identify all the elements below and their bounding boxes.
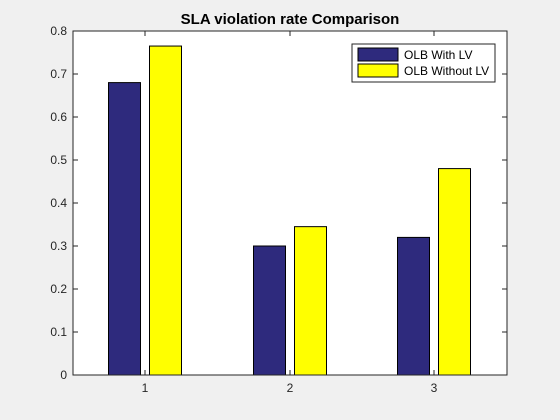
bar-olb-without-lv-3 — [438, 168, 471, 376]
y-tick-label: 0 — [60, 368, 67, 382]
x-tick-label: 2 — [287, 381, 294, 395]
y-tick-label: 0.2 — [50, 282, 67, 296]
y-tick-label: 0.4 — [50, 196, 67, 210]
x-axis: 1 2 3 — [142, 31, 438, 395]
y-axis: 0 0.1 0.2 0.3 0.4 0.5 0.6 0.7 0.8 — [50, 24, 507, 382]
y-tick-label: 0.8 — [50, 24, 67, 38]
chart-title: SLA violation rate Comparison — [181, 11, 400, 28]
bars-group — [108, 45, 471, 376]
y-tick-label: 0.3 — [50, 239, 67, 253]
bar-olb-without-lv-1 — [149, 45, 182, 376]
legend-swatch — [357, 47, 399, 62]
y-tick-label: 0.6 — [50, 110, 67, 124]
x-tick-label: 1 — [142, 381, 149, 395]
plot-area — [73, 31, 507, 375]
bar-olb-with-lv-1 — [108, 82, 141, 376]
y-tick-label: 0.1 — [50, 325, 67, 339]
bar-olb-with-lv-3 — [397, 236, 430, 376]
bar-olb-without-lv-2 — [294, 226, 327, 376]
legend-label: OLB Without LV — [404, 64, 489, 78]
y-tick-label: 0.5 — [50, 153, 67, 167]
x-tick-label: 3 — [431, 381, 438, 395]
legend: OLB With LV OLB Without LV — [351, 43, 496, 83]
bar-olb-with-lv-2 — [253, 245, 286, 376]
legend-swatch — [357, 63, 399, 78]
legend-label: OLB With LV — [404, 48, 472, 62]
y-tick-label: 0.7 — [50, 67, 67, 81]
